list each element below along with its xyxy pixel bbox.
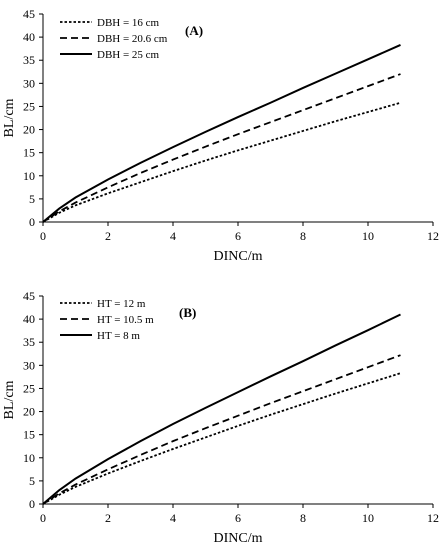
x-tick-label: 2 xyxy=(105,229,111,243)
x-axis-label: DINC/m xyxy=(214,249,263,264)
y-tick-label: 35 xyxy=(23,335,35,349)
panel-b: 0 5 10 15 20 25 30 35 40 45 0 2 4 6 8 10 12 DINC/m BL/cm HT… xyxy=(2,289,439,546)
y-tick-label: 25 xyxy=(23,99,35,113)
y-tick-label: 45 xyxy=(23,289,35,303)
y-axis-label: BL/cm xyxy=(2,380,17,419)
y-tick-label: 30 xyxy=(23,358,35,372)
x-tick-label: 10 xyxy=(362,511,374,525)
y-tick-label: 15 xyxy=(23,146,35,160)
y-tick-label: 0 xyxy=(29,497,35,511)
y-tick-label: 45 xyxy=(23,7,35,21)
x-tick-label: 0 xyxy=(40,511,46,525)
legend-label: HT = 8 m xyxy=(97,330,140,342)
panel-a: 0 5 10 15 20 25 30 35 40 45 0 2 4 6 8 10 12 DINC/m BL/cm DB… xyxy=(2,7,439,264)
x-tick-label: 0 xyxy=(40,229,46,243)
legend-label: DBH = 25 cm xyxy=(97,49,160,61)
series-line-solid xyxy=(42,44,401,223)
x-tick-label: 6 xyxy=(235,511,241,525)
legend-label: HT = 10.5 m xyxy=(97,314,154,326)
x-axis-label: DINC/m xyxy=(214,531,263,546)
y-tick-label: 40 xyxy=(23,312,35,326)
panel-label: (A) xyxy=(185,23,203,38)
y-tick-label: 20 xyxy=(23,405,35,419)
x-tick-label: 10 xyxy=(362,229,374,243)
series-line-dashed xyxy=(42,354,401,505)
x-tick-label: 12 xyxy=(427,229,439,243)
x-tick-label: 2 xyxy=(105,511,111,525)
series-line-dotted xyxy=(42,372,401,505)
y-tick-label: 15 xyxy=(23,428,35,442)
y-axis-label: BL/cm xyxy=(2,98,17,137)
panel-label: (B) xyxy=(179,305,196,320)
series-line-dashed xyxy=(42,73,401,223)
x-tick-label: 12 xyxy=(427,511,439,525)
y-tick-label: 40 xyxy=(23,30,35,44)
y-tick-label: 20 xyxy=(23,123,35,137)
y-tick-label: 35 xyxy=(23,53,35,67)
y-tick-label: 10 xyxy=(23,451,35,465)
y-tick-label: 30 xyxy=(23,76,35,90)
legend-label: HT = 12 m xyxy=(97,298,146,310)
series-line-dotted xyxy=(42,101,401,223)
legend-label: DBH = 20.6 cm xyxy=(97,33,168,45)
y-tick-label: 5 xyxy=(29,192,35,206)
x-tick-label: 6 xyxy=(235,229,241,243)
y-tick-label: 25 xyxy=(23,381,35,395)
x-tick-label: 8 xyxy=(300,229,306,243)
y-tick-label: 10 xyxy=(23,169,35,183)
x-tick-label: 4 xyxy=(170,511,176,525)
series-line-solid xyxy=(42,313,401,505)
y-tick-label: 5 xyxy=(29,474,35,488)
legend-label: DBH = 16 cm xyxy=(97,17,160,29)
x-tick-label: 4 xyxy=(170,229,176,243)
y-tick-label: 0 xyxy=(29,215,35,229)
x-tick-label: 8 xyxy=(300,511,306,525)
